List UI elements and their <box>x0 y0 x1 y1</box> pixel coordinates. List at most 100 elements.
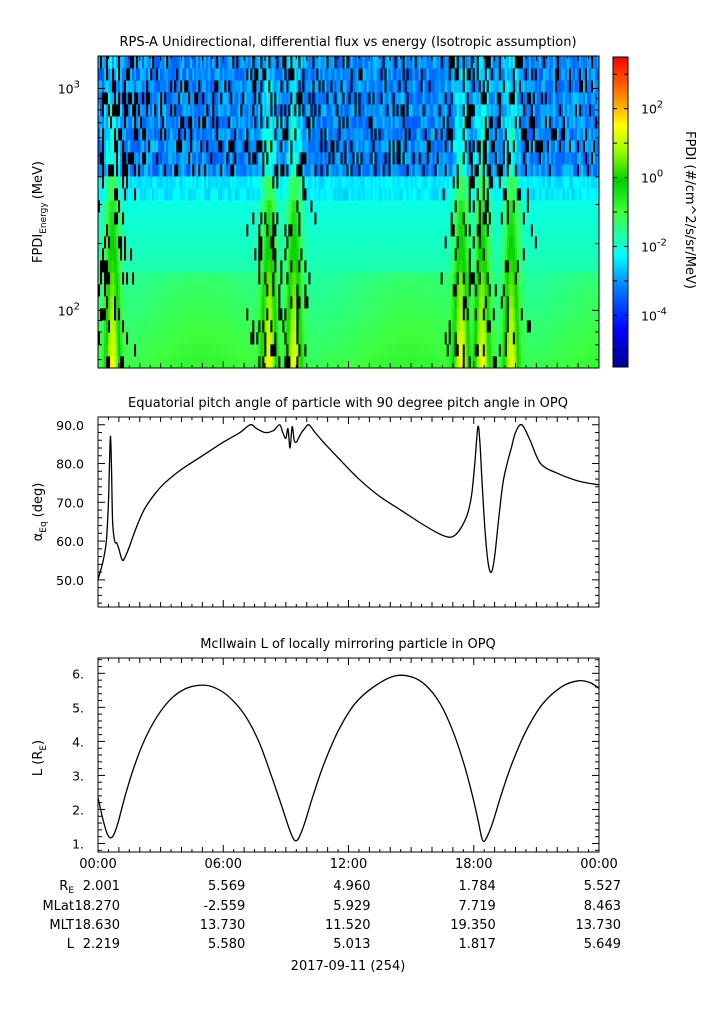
heat-cell <box>194 332 197 345</box>
heat-cell <box>114 176 117 189</box>
heat-cell <box>328 212 331 225</box>
heat-cell <box>224 152 227 165</box>
heat-cell <box>354 356 357 368</box>
heat-cell <box>422 164 426 177</box>
heat-cell <box>124 356 127 368</box>
heat-cell <box>126 188 129 201</box>
heat-cell <box>110 200 113 213</box>
heat-cell <box>336 80 339 93</box>
heat-cell <box>148 68 151 81</box>
heat-cell <box>324 68 327 81</box>
heat-cell <box>106 332 109 345</box>
heat-cell <box>112 188 115 201</box>
heat-cell <box>102 332 105 345</box>
heat-cell <box>254 104 257 117</box>
heat-cell <box>464 68 468 81</box>
heat-cell <box>100 212 103 225</box>
heat-cell <box>228 104 231 117</box>
heat-cell <box>366 68 369 81</box>
heat-cell <box>454 272 458 285</box>
heat-cell <box>168 80 171 93</box>
heat-cell <box>264 104 267 117</box>
heat-cell <box>332 128 335 141</box>
heat-cell <box>342 188 345 201</box>
heat-cell <box>174 284 177 297</box>
heat-cell <box>178 344 181 357</box>
heat-cell <box>154 128 157 141</box>
heat-cell <box>212 260 215 273</box>
heat-cell <box>284 332 287 345</box>
heat-cell <box>412 284 416 297</box>
heat-cell <box>98 284 101 297</box>
heat-cell <box>110 56 113 69</box>
heat-cell <box>274 248 277 261</box>
heat-cell <box>300 284 303 297</box>
heat-cell <box>244 356 247 368</box>
heat-cell <box>436 68 440 81</box>
heat-cell <box>440 308 444 321</box>
heat-cell <box>124 224 127 237</box>
heat-cell <box>236 212 239 225</box>
heat-cell <box>264 356 267 368</box>
heat-cell <box>204 356 207 368</box>
heat-cell <box>226 296 229 309</box>
heat-cell <box>224 308 227 321</box>
heat-cell <box>358 212 361 225</box>
heat-cell <box>478 260 482 273</box>
heat-cell <box>126 176 129 189</box>
heat-cell <box>152 128 155 141</box>
heat-cell <box>264 188 267 201</box>
heat-cell <box>144 176 147 189</box>
heat-cell <box>168 224 171 237</box>
heat-cell <box>334 92 337 105</box>
heat-cell <box>280 128 283 141</box>
heat-cell <box>304 260 307 273</box>
heat-cell <box>346 176 349 189</box>
heat-cell <box>264 284 267 297</box>
heat-cell <box>444 164 448 177</box>
heat-cell <box>472 308 476 321</box>
heat-cell <box>254 320 257 333</box>
heat-cell <box>328 152 331 165</box>
heat-cell <box>436 188 440 201</box>
heat-cell <box>418 92 422 105</box>
heat-cell <box>374 104 377 117</box>
heat-cell <box>220 212 223 225</box>
heat-cell <box>418 68 422 81</box>
heat-cell <box>438 260 442 273</box>
heat-cell <box>162 344 165 357</box>
heat-cell <box>438 224 442 237</box>
heat-cell <box>480 236 484 249</box>
heat-cell <box>346 128 349 141</box>
heat-cell <box>354 140 357 153</box>
heat-cell <box>136 224 139 237</box>
heat-cell <box>138 332 141 345</box>
heat-cell <box>374 200 377 213</box>
heat-cell <box>370 296 373 309</box>
heat-cell <box>144 284 147 297</box>
heat-cell <box>464 188 468 201</box>
heat-cell <box>364 128 367 141</box>
heat-cell <box>474 80 478 93</box>
heat-cell <box>122 356 125 368</box>
heat-cell <box>116 164 119 177</box>
heat-cell <box>302 272 305 285</box>
heat-cell <box>178 200 181 213</box>
heat-cell <box>422 92 426 105</box>
heat-cell <box>382 104 385 117</box>
heat-cell <box>442 344 446 357</box>
heat-cell <box>374 188 377 201</box>
heat-cell <box>360 68 363 81</box>
heat-cell <box>182 164 185 177</box>
heat-cell <box>210 296 213 309</box>
heat-cell <box>252 176 255 189</box>
heat-cell <box>304 344 307 357</box>
heat-cell <box>102 248 105 261</box>
heat-cell <box>236 116 239 129</box>
heat-cell <box>234 188 237 201</box>
heat-cell <box>244 320 247 333</box>
heat-cell <box>180 236 183 249</box>
heat-cell <box>252 116 255 129</box>
heat-cell <box>292 92 295 105</box>
heat-cell <box>150 224 153 237</box>
